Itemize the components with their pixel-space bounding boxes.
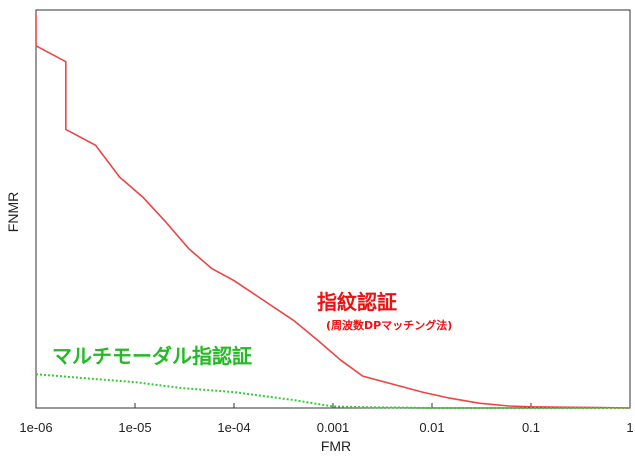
series-line-1	[35, 373, 630, 409]
fingerprint-annotation-title: 指紋認証	[317, 290, 397, 314]
x-tick-label: 1e-06	[19, 420, 52, 435]
x-tick-label: 0.001	[317, 420, 350, 435]
x-tick-label: 0.1	[522, 420, 540, 435]
x-tick-label: 1e-04	[217, 420, 250, 435]
x-axis-label: FMR	[321, 438, 351, 454]
series-line-0	[35, 14, 631, 409]
x-tick-label: 0.01	[419, 420, 444, 435]
y-axis-label: FNMR	[5, 192, 21, 232]
fingerprint-annotation-subtitle: (周波数DPマッチング法)	[326, 318, 452, 332]
x-tick-label: 1e-05	[118, 420, 151, 435]
series-group	[35, 14, 631, 409]
x-ticks: 1e-06 1e-05 1e-04 0.001 0.01 0.1 1	[19, 403, 634, 435]
multimodal-annotation-title: マルチモーダル指認証	[52, 344, 252, 368]
x-tick-label: 1	[626, 420, 633, 435]
